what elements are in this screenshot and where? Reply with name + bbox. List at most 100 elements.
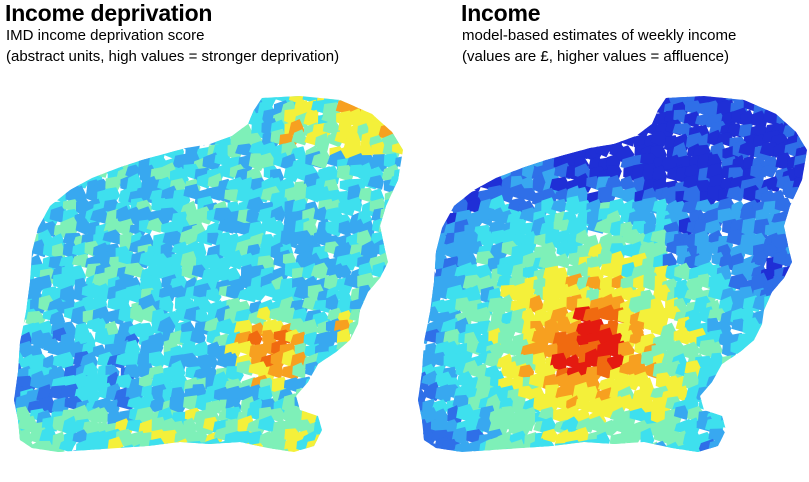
map-region-cell [328, 407, 348, 425]
map-region-cell [81, 122, 101, 143]
map-region-cell [563, 339, 582, 358]
map-region-cell [773, 362, 792, 380]
map-region-cell [327, 397, 346, 415]
map-region-cell [151, 451, 171, 452]
map-region-cell [137, 101, 157, 119]
map-region-cell [382, 429, 400, 448]
map-region-cell [392, 97, 403, 112]
map-region-cell [390, 230, 403, 248]
map-region-cell [322, 119, 341, 136]
map-region-cell [246, 196, 264, 214]
map-region-cell [72, 96, 89, 106]
map-title: Income [461, 0, 541, 26]
map-subtitle: model-based estimates of weekly income [462, 27, 737, 44]
map-region-cell [18, 146, 35, 166]
map-region-cell [74, 140, 92, 160]
map-region-cell [356, 111, 374, 129]
map-region-cell [96, 141, 115, 160]
map-region-cell [487, 109, 504, 129]
map-region-cell [268, 220, 286, 236]
map-region-cell [205, 288, 222, 303]
map-region-cell [444, 176, 464, 196]
map-region-cell [617, 454, 633, 468]
map-region-cell [368, 430, 389, 451]
map-region-cell [96, 98, 115, 118]
map-region-cell [359, 362, 376, 383]
map-region-cell [421, 209, 441, 229]
map-region-cell [478, 207, 493, 227]
map-region-cell [771, 308, 790, 329]
map-region-cell [336, 165, 355, 183]
map-region-cell [433, 110, 453, 128]
map-region-cell [256, 306, 273, 322]
map-region-cell [183, 183, 201, 200]
map-region-cell [783, 220, 802, 238]
map-region-cell [362, 411, 377, 427]
map-region-cell [161, 133, 177, 153]
map-region-cell [631, 96, 646, 106]
map-region-cell [51, 165, 67, 187]
map-region-cell [92, 441, 113, 452]
map-region-cell [672, 123, 694, 137]
map-region-cell [468, 152, 486, 168]
map-region-cell [451, 99, 473, 119]
map-region-cell [235, 96, 252, 101]
map-region-cell [59, 134, 77, 154]
map-region-cell [721, 417, 738, 431]
map-region-cell [534, 109, 552, 128]
map-region-cell [368, 321, 386, 336]
map-region-cell [345, 449, 366, 452]
map-region-cell [247, 330, 263, 347]
map-region-cell [336, 451, 355, 452]
map-region-cell [619, 129, 636, 147]
map-region-cell [728, 409, 746, 427]
map-region-cell [196, 173, 211, 189]
map-region-cell [787, 375, 806, 393]
map-region-cell [356, 353, 375, 371]
map-region-cell [382, 317, 400, 338]
map-region-cell [562, 240, 579, 256]
map-region-cell [335, 352, 351, 370]
map-region-cell [773, 319, 793, 338]
map-region-cell [797, 254, 807, 273]
map-region-cell [418, 175, 429, 193]
map-region-cell [14, 198, 28, 216]
map-region-cell [793, 440, 807, 452]
map-region-cell [314, 132, 330, 152]
map-region-cell [797, 185, 807, 205]
map-region-cell [223, 217, 241, 234]
map-region-cell [73, 124, 90, 142]
map-region-cell [741, 353, 756, 373]
map-region-cell [28, 97, 42, 113]
map-region-cell [750, 363, 767, 378]
map-region-cell [370, 340, 387, 357]
map-region-cell [390, 251, 403, 268]
map-region-cell [377, 398, 395, 415]
map-region-cell [802, 111, 807, 128]
map-region-cell [598, 444, 614, 452]
map-region-cell [390, 396, 403, 413]
map-region-cell [60, 166, 76, 184]
map-region-cell [58, 437, 75, 452]
map-region-cell [26, 120, 42, 140]
map-region-cell [37, 151, 58, 173]
map-region-cell [128, 133, 148, 150]
map-region-cell [795, 410, 807, 430]
map-region-cell [394, 282, 403, 302]
map-region-cell [190, 328, 206, 346]
map-region-cell [796, 265, 807, 286]
map-region-cell [125, 145, 144, 161]
map-cells-income [418, 96, 807, 468]
map-region-cell [30, 452, 48, 466]
map-region-cell [315, 386, 336, 402]
map-region-cell [102, 187, 121, 202]
map-region-cell [383, 107, 402, 123]
map-region-cell [213, 101, 233, 122]
map-region-cell [742, 427, 760, 446]
map-region-cell [758, 332, 775, 347]
map-region-cell [797, 301, 807, 320]
map-region-cell [388, 266, 403, 282]
map-region-cell [420, 163, 441, 181]
map-region-cell [598, 96, 615, 108]
map-region-cell [594, 217, 615, 235]
